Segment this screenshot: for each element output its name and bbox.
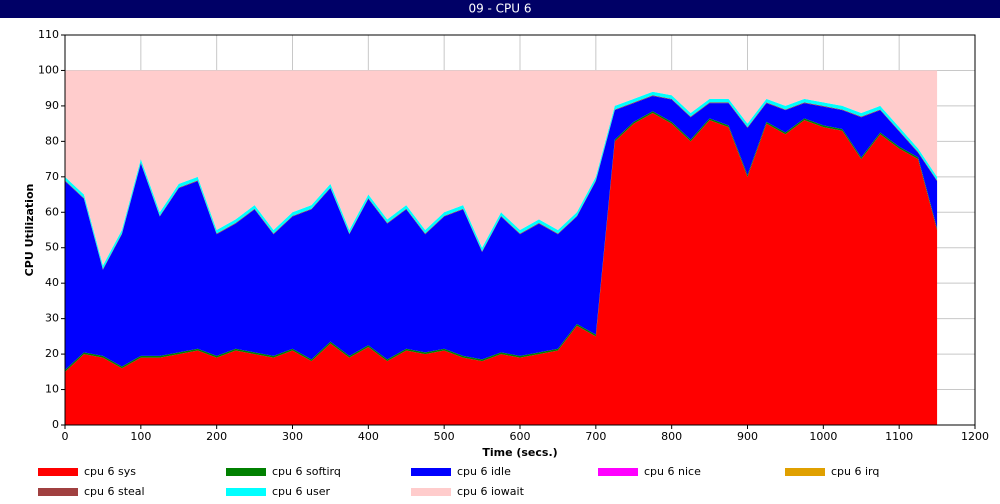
x-axis-label: Time (secs.) — [482, 446, 557, 459]
legend-swatch — [598, 468, 638, 476]
y-tick-label: 100 — [38, 63, 59, 76]
y-tick-label: 50 — [45, 241, 59, 254]
legend-label: cpu 6 idle — [457, 465, 511, 478]
x-tick-label: 900 — [737, 430, 758, 443]
legend-label: cpu 6 irq — [831, 465, 879, 478]
x-tick-label: 1000 — [809, 430, 837, 443]
legend-label: cpu 6 sys — [84, 465, 136, 478]
legend-swatch — [785, 468, 825, 476]
y-tick-label: 90 — [45, 99, 59, 112]
legend-label: cpu 6 softirq — [272, 465, 341, 478]
area — [65, 95, 938, 270]
x-tick-label: 400 — [358, 430, 379, 443]
y-axis-label: CPU Utilization — [23, 184, 36, 277]
x-tick-label: 0 — [62, 430, 69, 443]
x-tick-label: 800 — [661, 430, 682, 443]
legend-swatch — [226, 488, 266, 496]
y-tick-label: 110 — [38, 28, 59, 41]
x-tick-label: 100 — [130, 430, 151, 443]
x-tick-label: 1200 — [961, 430, 989, 443]
y-tick-label: 80 — [45, 134, 59, 147]
y-tick-label: 30 — [45, 312, 59, 325]
y-tick-label: 10 — [45, 383, 59, 396]
x-tick-label: 600 — [510, 430, 531, 443]
y-tick-label: 60 — [45, 205, 59, 218]
y-tick-label: 0 — [52, 418, 59, 431]
y-tick-label: 70 — [45, 170, 59, 183]
area — [65, 113, 938, 425]
x-tick-label: 200 — [206, 430, 227, 443]
x-tick-label: 700 — [585, 430, 606, 443]
y-tick-label: 20 — [45, 347, 59, 360]
x-tick-label: 500 — [434, 430, 455, 443]
area — [65, 70, 938, 266]
legend-swatch — [411, 468, 451, 476]
legend-swatch — [38, 488, 78, 496]
area — [65, 95, 938, 371]
y-tick-label: 40 — [45, 276, 59, 289]
legend-swatch — [226, 468, 266, 476]
legend-label: cpu 6 iowait — [457, 485, 525, 498]
legend-label: cpu 6 steal — [84, 485, 145, 498]
x-tick-label: 1100 — [885, 430, 913, 443]
legend-label: cpu 6 nice — [644, 465, 701, 478]
legend-swatch — [38, 468, 78, 476]
x-tick-label: 300 — [282, 430, 303, 443]
area — [65, 91, 938, 270]
legend-label: cpu 6 user — [272, 485, 330, 498]
title-bar — [0, 0, 1000, 18]
chart-title: 09 - CPU 6 — [468, 2, 531, 16]
legend-swatch — [411, 488, 451, 496]
